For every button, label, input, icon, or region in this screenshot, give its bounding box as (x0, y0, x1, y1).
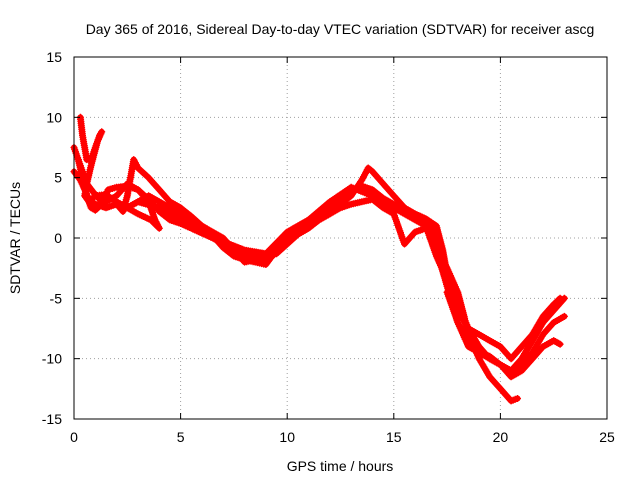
data-point-marker (555, 296, 562, 304)
series-track (77, 114, 564, 362)
chart-title: Day 365 of 2016, Sidereal Day-to-day VTE… (86, 21, 595, 37)
data-point-marker (556, 294, 564, 302)
data-point-marker (556, 340, 564, 348)
data-point-marker (550, 300, 558, 308)
data-point-marker (560, 312, 568, 320)
data-point-marker (514, 395, 521, 402)
axis-ticks: 0 5 10 15 20 25 15 10 5 0 -5 -10 -15 (42, 49, 615, 445)
y-tick-label: -15 (42, 411, 62, 427)
y-tick-label: 10 (46, 109, 62, 125)
y-tick-label: -5 (50, 290, 63, 306)
y-axis-label: SDTVAR / TECUs (7, 182, 23, 294)
data-point-marker (553, 297, 561, 305)
x-axis-label: GPS time / hours (287, 458, 394, 474)
series-track (75, 156, 564, 380)
y-tick-label: 5 (54, 170, 62, 186)
y-tick-label: 15 (46, 49, 62, 65)
x-tick-label: 10 (279, 429, 295, 445)
series-track-e (443, 288, 568, 375)
data-point-marker (551, 299, 559, 307)
y-tick-label: 0 (54, 230, 62, 246)
x-tick-label: 20 (493, 429, 509, 445)
x-tick-label: 25 (599, 429, 615, 445)
series-track-c (70, 156, 521, 405)
data-point-marker (91, 206, 99, 214)
x-tick-label: 15 (386, 429, 402, 445)
y-tick-label: -10 (42, 351, 62, 367)
x-tick-label: 0 (70, 429, 78, 445)
x-tick-label: 5 (177, 429, 185, 445)
data-series (70, 113, 568, 405)
data-point-marker (555, 339, 562, 347)
series-track-d (74, 156, 564, 381)
